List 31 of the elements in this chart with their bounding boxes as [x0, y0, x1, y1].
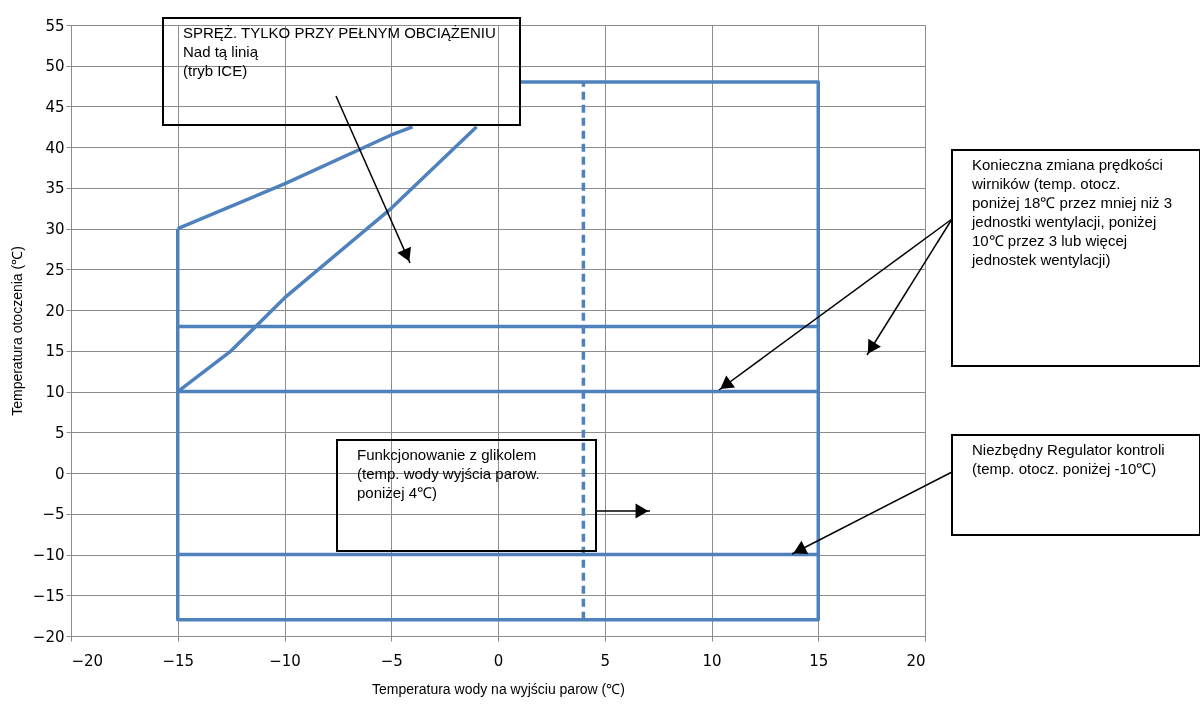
- text: Niezbędny Regulator kontroli (temp. otocz. poniżej -10℃): [972, 441, 1165, 477]
- y-tick-label: 50: [45, 57, 65, 76]
- x-tick-label: 10: [702, 651, 722, 670]
- y-tick-label: −20: [32, 627, 65, 646]
- y-tick-label: 5: [54, 423, 65, 442]
- y-tick-label: 35: [45, 179, 65, 198]
- y-tick-label: 55: [45, 16, 65, 35]
- x-tick-label: −15: [162, 651, 195, 670]
- x-axis-title: Temperatura wody na wyjściu parow (℃): [372, 680, 625, 697]
- y-tick-label: −5: [42, 505, 65, 524]
- x-tick-label: −5: [380, 651, 403, 670]
- text: Konieczna zmiana prędkości wirników (temp. otocz. poniżej 18℃ przez mniej niż 3 jednostki wentylacji, poniżej 10℃ przez 3 lub więcej jednostek wentylacji): [971, 156, 1173, 268]
- y-tick-label: −15: [32, 586, 65, 605]
- x-tick-label: 0: [493, 651, 504, 670]
- y-tick-label: 45: [45, 97, 65, 116]
- y-tick-label: 25: [45, 260, 65, 279]
- y-tick-label: −10: [32, 546, 65, 565]
- x-tick-label: 20: [906, 651, 926, 670]
- annotation: Funkcjonowanie z glikolem (temp. wody wyjścia parow. poniżej 4℃): [357, 446, 540, 501]
- y-tick-label: 40: [45, 138, 65, 157]
- y-axis-title: Temperatura otoczenia (℃): [8, 246, 25, 416]
- y-tick-label: 10: [45, 383, 65, 402]
- y-tick-label: 20: [45, 301, 65, 320]
- x-tick-label: −10: [269, 651, 301, 670]
- x-tick-label: 15: [809, 651, 829, 670]
- y-tick-label: 15: [45, 342, 65, 361]
- x-tick-label: −20: [71, 651, 104, 670]
- x-tick-label: 5: [600, 651, 611, 670]
- annotation: SPRĘŻ. TYLKO PRZY PEŁNYM OBCIĄŻENIU Nad tą linią (tryb ICE): [183, 24, 496, 79]
- y-tick-label: 30: [45, 220, 65, 239]
- y-tick-label: 0: [54, 464, 65, 483]
